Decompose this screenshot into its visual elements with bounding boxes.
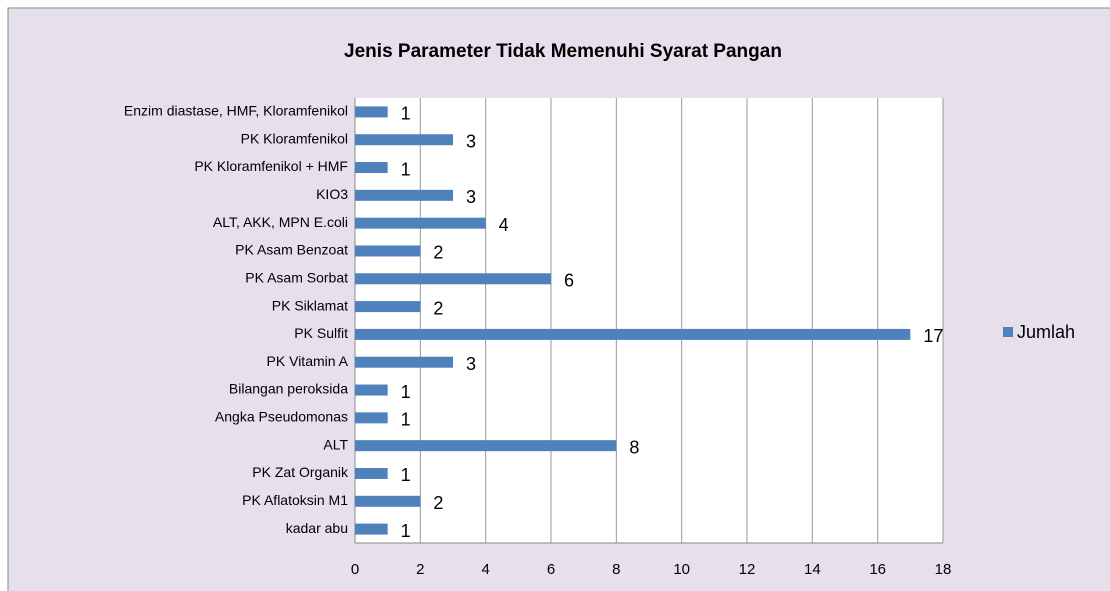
- x-tick-label: 14: [804, 561, 821, 578]
- data-label: 3: [466, 131, 476, 151]
- x-tick-label: 12: [739, 561, 756, 578]
- y-tick-label: KIO3: [316, 186, 348, 202]
- data-label: 2: [433, 298, 443, 318]
- bar: [355, 162, 388, 174]
- x-tick-label: 2: [416, 561, 424, 578]
- data-label: 6: [564, 271, 574, 291]
- data-label: 1: [401, 410, 411, 430]
- data-label: 2: [433, 243, 443, 263]
- bar: [355, 273, 551, 285]
- y-tick-label: PK Aflatoksin M1: [242, 492, 348, 508]
- x-tick-label: 16: [869, 561, 886, 578]
- chart-title: Jenis Parameter Tidak Memenuhi Syarat Pa…: [344, 41, 782, 62]
- bar: [355, 412, 388, 424]
- data-label: 1: [401, 104, 411, 124]
- data-label: 4: [499, 215, 509, 235]
- y-tick-label: PK Asam Sorbat: [245, 269, 348, 285]
- data-label: 2: [433, 493, 443, 513]
- bar: [355, 189, 453, 201]
- x-tick-label: 18: [935, 561, 952, 578]
- bar: [355, 495, 421, 507]
- data-label: 8: [629, 437, 639, 457]
- bar: [355, 134, 453, 146]
- x-tick-label: 4: [481, 561, 489, 578]
- data-label: 3: [466, 187, 476, 207]
- x-tick-label: 10: [673, 561, 690, 578]
- y-tick-label: kadar abu: [286, 520, 348, 536]
- y-tick-label: Enzim diastase, HMF, Kloramfenikol: [124, 103, 348, 119]
- data-label: 1: [401, 465, 411, 485]
- bar: [355, 440, 617, 452]
- y-tick-label: PK Sulfit: [294, 325, 348, 341]
- data-label: 3: [466, 354, 476, 374]
- y-tick-label: PK Asam Benzoat: [235, 242, 348, 258]
- bar: [355, 384, 388, 396]
- plot-area: [355, 98, 943, 543]
- x-tick-label: 8: [612, 561, 620, 578]
- legend-swatch: [1003, 327, 1013, 337]
- bar: [355, 356, 453, 368]
- x-tick-label: 0: [351, 561, 359, 578]
- y-tick-label: ALT, AKK, MPN E.coli: [213, 214, 348, 230]
- y-tick-label: ALT: [323, 436, 348, 452]
- bar: [355, 328, 911, 340]
- y-tick-label: PK Zat Organik: [252, 464, 349, 480]
- y-tick-label: PK Kloramfenikol: [241, 130, 348, 146]
- data-label: 17: [923, 326, 943, 346]
- bar: [355, 467, 388, 479]
- data-label: 1: [401, 382, 411, 402]
- x-tick-label: 6: [547, 561, 555, 578]
- y-tick-label: Bilangan peroksida: [229, 381, 348, 397]
- bar: [355, 245, 421, 257]
- bar: [355, 301, 421, 313]
- data-label: 1: [401, 521, 411, 541]
- y-tick-label: PK Vitamin A: [267, 353, 349, 369]
- bar: [355, 523, 388, 535]
- bar: [355, 217, 486, 229]
- y-tick-label: Angka Pseudomonas: [215, 409, 348, 425]
- y-tick-label: PK Siklamat: [272, 297, 348, 313]
- y-tick-label: PK Kloramfenikol + HMF: [194, 158, 348, 174]
- data-label: 1: [401, 159, 411, 179]
- bar: [355, 106, 388, 118]
- legend-label: Jumlah: [1017, 322, 1075, 342]
